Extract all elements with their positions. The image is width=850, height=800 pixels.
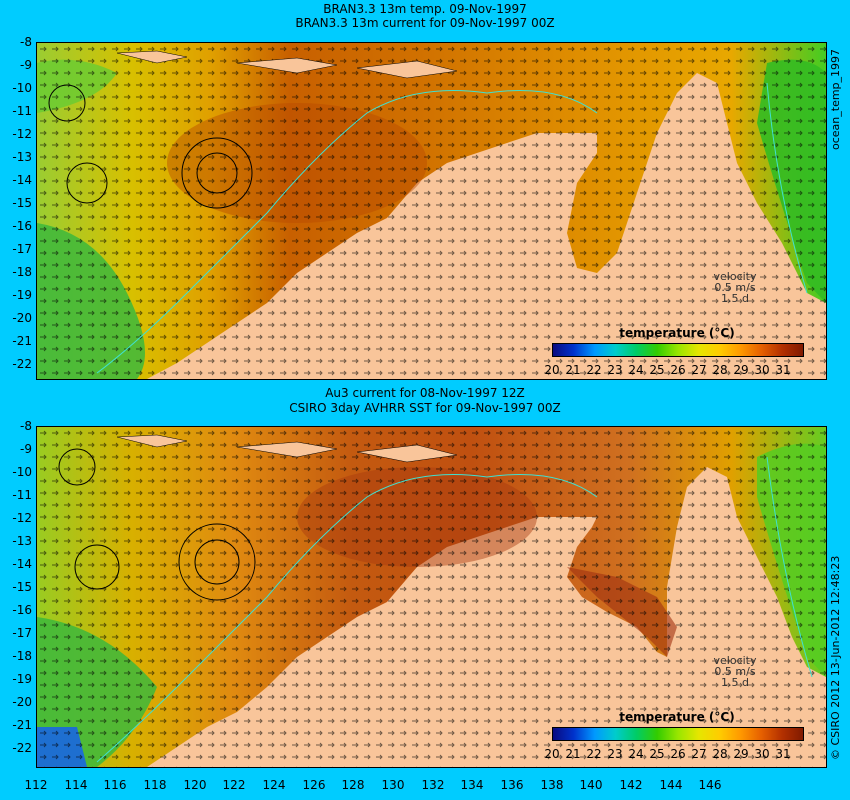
velocity-duration: 1.5 d (721, 676, 749, 689)
velocity-speed: 0.5 m/s (714, 665, 756, 678)
colorbar-title-top: temperature (°C) (619, 326, 735, 340)
shelf-contour (96, 90, 598, 374)
islands (116, 50, 458, 79)
velocity-label: velocity (713, 270, 757, 283)
bottom-title-line2: CSIRO 3day AVHRR SST for 09-Nov-1997 00Z (289, 401, 561, 415)
shelf-contour (96, 474, 598, 763)
side-label-top: ocean_temp_1997 (829, 48, 842, 150)
top-map (37, 43, 826, 379)
colorbar-title-bottom: temperature (°C) (619, 710, 735, 724)
top-map-panel[interactable]: velocity 0.5 m/s 1.5 d temperature (°C) … (36, 42, 827, 380)
velocity-label: velocity (713, 654, 757, 667)
side-label-bottom: © CSIRO 2012 13-Jun-2012 12:48:23 (829, 555, 842, 760)
velocity-legend-top: velocity 0.5 m/s 1.5 d (695, 271, 775, 304)
velocity-legend-bottom: velocity 0.5 m/s 1.5 d (695, 655, 775, 688)
velocity-duration: 1.5 d (721, 292, 749, 305)
bottom-title-line1: Au3 current for 08-Nov-1997 12Z (325, 386, 525, 400)
top-title-line1: BRAN3.3 13m temp. 09-Nov-1997 (323, 2, 527, 16)
velocity-speed: 0.5 m/s (714, 281, 756, 294)
colorbar-top (552, 343, 804, 357)
islands (116, 434, 458, 463)
bottom-map (37, 427, 826, 767)
bottom-map-panel[interactable]: velocity 0.5 m/s 1.5 d temperature (°C) … (36, 426, 827, 768)
colorbar-bottom (552, 727, 804, 741)
top-title-line2: BRAN3.3 13m current for 09-Nov-1997 00Z (295, 16, 555, 30)
